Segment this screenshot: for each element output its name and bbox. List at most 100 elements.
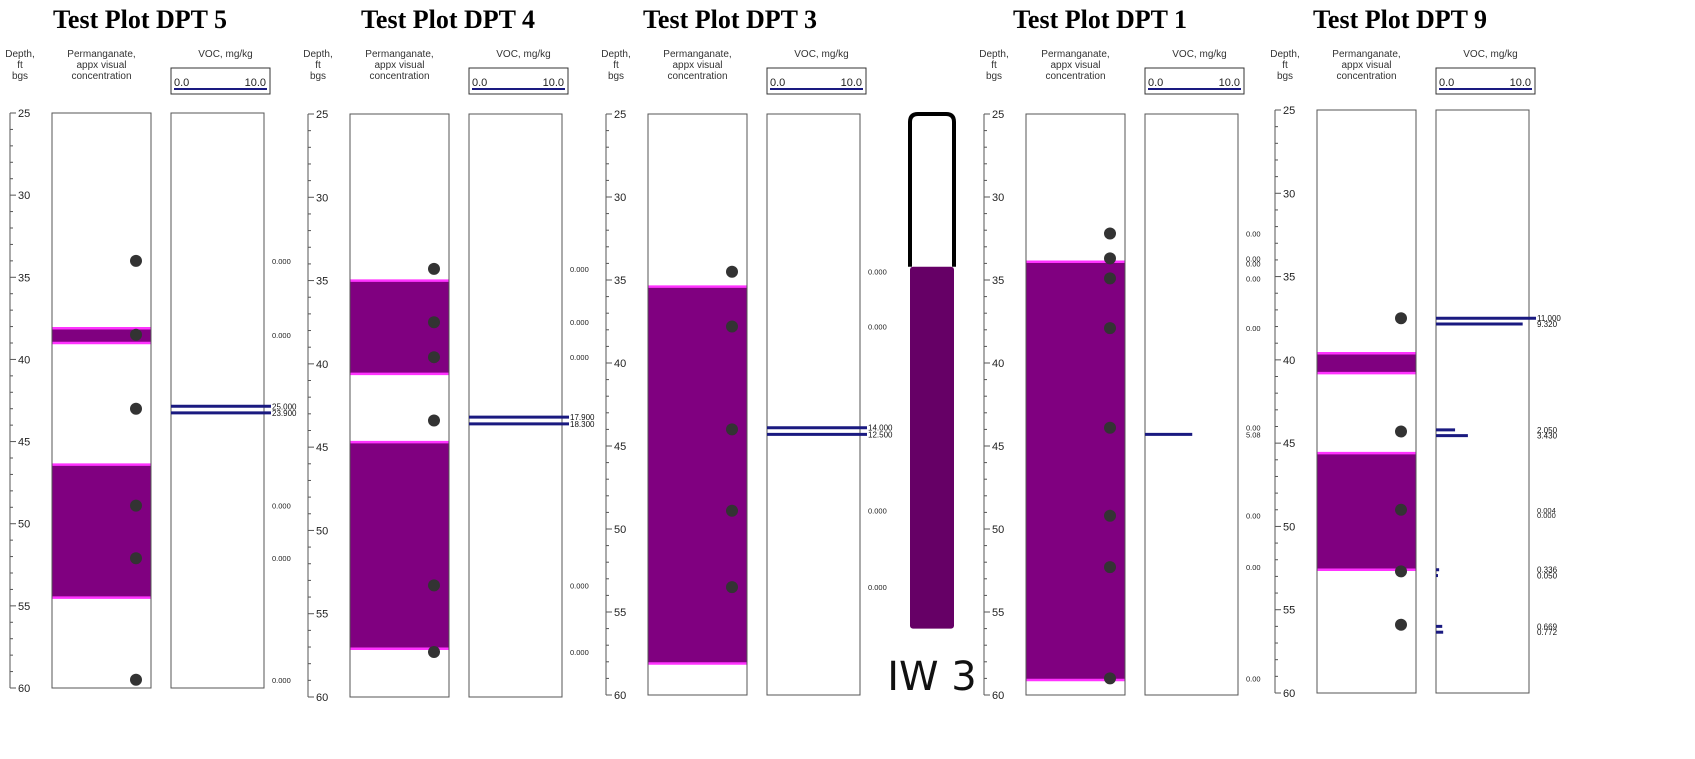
depth-tick-label: 55 (18, 601, 30, 613)
voc-scale-min: 0.0 (174, 77, 189, 89)
voc-column-frame (468, 113, 563, 698)
depth-tick-label: 30 (1283, 188, 1295, 200)
voc-bar-value: 9.320 (1537, 320, 1558, 329)
voc-value-label: 0.00 (1246, 563, 1261, 572)
depth-tick-label: 25 (316, 109, 328, 121)
voc-scale-min: 0.0 (1148, 77, 1163, 89)
sample-point (726, 320, 738, 333)
depth-tick-label: 50 (614, 524, 626, 536)
depth-tick-label: 30 (316, 192, 328, 204)
sample-point (1104, 561, 1116, 574)
permanganate-header-line: Permanganate, (663, 49, 731, 60)
depth-header-line: ft (991, 60, 997, 71)
sample-point (1104, 672, 1116, 685)
depth-tick-label: 40 (614, 358, 626, 370)
depth-tick-label: 45 (1283, 438, 1295, 450)
depth-header-line: bgs (986, 71, 1002, 82)
sample-point (428, 414, 440, 427)
depth-tick-label: 40 (1283, 355, 1295, 367)
depth-tick-label: 25 (18, 108, 30, 120)
sample-point (1104, 509, 1116, 522)
voc-value-label: 0.000 (570, 581, 589, 590)
depth-tick-label: 60 (316, 692, 328, 704)
sample-point (130, 254, 142, 267)
voc-value-label: 0.00 (1246, 512, 1261, 521)
voc-bar-value: 14.000 (868, 424, 893, 433)
voc-scale-min: 0.0 (1439, 77, 1454, 89)
sample-point (1395, 618, 1407, 631)
voc-value-label: 0.000 (272, 502, 291, 511)
depth-header-line: Depth, (979, 49, 1008, 60)
voc-column-frame (170, 112, 265, 689)
sample-point (1104, 272, 1116, 285)
permanganate-interval (52, 464, 151, 598)
permanganate-interval (350, 442, 449, 649)
permanganate-header-line: appx visual (1341, 60, 1391, 71)
voc-value-label: 0.000 (272, 676, 291, 685)
voc-header: VOC, mg/kg (496, 49, 550, 60)
voc-value-label: 0.00 (1246, 254, 1261, 263)
permanganate-header-line: Permanganate, (67, 49, 135, 60)
depth-tick-label: 45 (316, 442, 328, 454)
sample-point (726, 581, 738, 594)
permanganate-interval (52, 328, 151, 343)
depth-tick-label: 40 (18, 354, 30, 366)
sample-point (130, 499, 142, 512)
voc-bar-value: 23.900 (272, 409, 297, 418)
permanganate-header-line: appx visual (1050, 60, 1100, 71)
voc-scale-box (766, 67, 867, 95)
sample-point (130, 552, 142, 565)
depth-tick-label: 60 (18, 683, 30, 695)
voc-bar-value: 2.050 (1537, 426, 1558, 435)
depth-tick-label: 55 (316, 609, 328, 621)
depth-header-line: ft (1282, 60, 1288, 71)
depth-tick-label: 45 (614, 441, 626, 453)
voc-value-label: 0.000 (868, 268, 887, 277)
iw-casing-outline (908, 112, 956, 267)
depth-header-line: Depth, (1270, 49, 1299, 60)
permanganate-header-line: Permanganate, (1332, 49, 1400, 60)
voc-value-label: 0.000 (570, 353, 589, 362)
permanganate-header-line: appx visual (374, 60, 424, 71)
depth-tick-label: 35 (18, 272, 30, 284)
sample-point (130, 328, 142, 341)
voc-value-label: 5.08 (1246, 430, 1261, 439)
depth-tick-label: 30 (18, 190, 30, 202)
sample-point (130, 402, 142, 415)
voc-bar-value: 25.000 (272, 402, 297, 411)
depth-header-line: bgs (12, 71, 28, 82)
depth-tick-label: 30 (992, 192, 1004, 204)
voc-value-label: 0.000 (868, 507, 887, 516)
voc-value-label: 0.00 (1246, 424, 1261, 433)
permanganate-header-line: concentration (369, 71, 429, 82)
iw-label: IW 3 (887, 654, 977, 700)
chart-title: Test Plot DPT 4 (361, 5, 535, 34)
iw-filled-interval (910, 266, 954, 629)
depth-tick-label: 35 (316, 276, 328, 288)
depth-tick-label: 50 (1283, 521, 1295, 533)
chart-title: Test Plot DPT 5 (53, 5, 227, 34)
permanganate-interval (648, 286, 747, 664)
permanganate-interval (1317, 353, 1416, 374)
depth-header-line: bgs (608, 71, 624, 82)
voc-scale-min: 0.0 (472, 77, 487, 89)
permanganate-column-frame (51, 112, 152, 689)
sample-point (726, 504, 738, 517)
voc-bar-value: 0.669 (1537, 622, 1558, 631)
voc-bar-value: 3.430 (1537, 432, 1558, 441)
depth-tick-label: 55 (992, 607, 1004, 619)
voc-header: VOC, mg/kg (1463, 49, 1517, 60)
voc-header: VOC, mg/kg (198, 49, 252, 60)
voc-bar-value: 0.772 (1537, 628, 1558, 637)
depth-tick-label: 40 (316, 359, 328, 371)
depth-tick-label: 60 (1283, 688, 1295, 700)
sample-point (1395, 425, 1407, 438)
voc-scale-max: 10.0 (1510, 77, 1531, 89)
depth-tick-label: 35 (992, 275, 1004, 287)
depth-tick-label: 60 (614, 690, 626, 702)
voc-column-frame (766, 113, 861, 696)
sample-point (1104, 421, 1116, 434)
